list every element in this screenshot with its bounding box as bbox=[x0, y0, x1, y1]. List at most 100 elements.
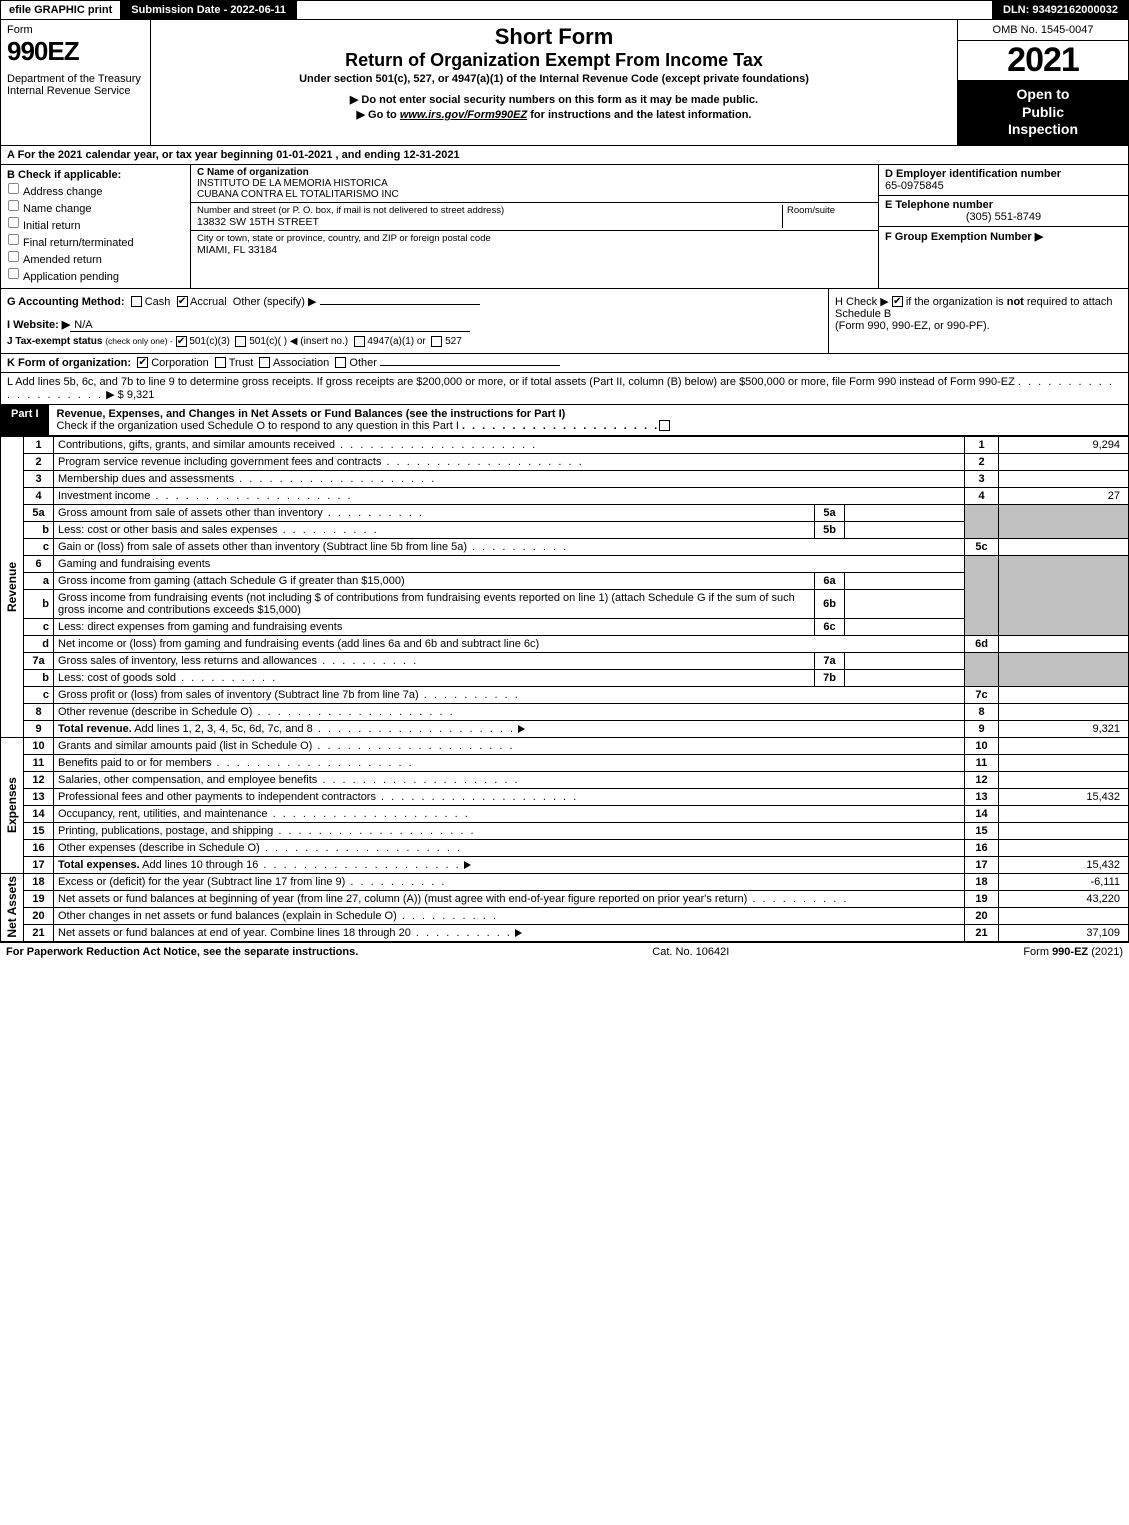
part-i-tag: Part I bbox=[1, 405, 49, 435]
e-label: E Telephone number bbox=[885, 199, 1122, 211]
org-name-2: CUBANA CONTRA EL TOTALITARISMO INC bbox=[197, 189, 872, 200]
dept-irs: Internal Revenue Service bbox=[7, 85, 144, 97]
row-a: A For the 2021 calendar year, or tax yea… bbox=[0, 146, 1129, 165]
val-7b bbox=[845, 669, 965, 686]
block-b-to-f: B Check if applicable: Address change Na… bbox=[0, 165, 1129, 289]
arrow-icon bbox=[464, 861, 471, 869]
side-expenses: Expenses bbox=[1, 737, 24, 873]
val-5a bbox=[845, 504, 965, 521]
lines-table: Revenue 1 Contributions, gifts, grants, … bbox=[0, 436, 1129, 942]
g-accrual-chk[interactable]: ✔ bbox=[177, 296, 188, 307]
amt-2 bbox=[999, 453, 1129, 470]
subtitle-1: Under section 501(c), 527, or 4947(a)(1)… bbox=[159, 73, 949, 85]
k-other-line[interactable] bbox=[380, 365, 560, 366]
d-label: D Employer identification number bbox=[885, 168, 1122, 180]
col-de: D Employer identification number 65-0975… bbox=[878, 165, 1128, 288]
h-chk[interactable]: ✔ bbox=[892, 296, 903, 307]
f-cell: F Group Exemption Number ▶ bbox=[879, 227, 1128, 246]
part-i-chk[interactable] bbox=[659, 420, 670, 431]
amt-16 bbox=[999, 839, 1129, 856]
k-other-chk[interactable] bbox=[335, 357, 346, 368]
open3: Inspection bbox=[962, 121, 1124, 139]
chk-final[interactable]: Final return/terminated bbox=[7, 233, 184, 249]
part-i-check: Check if the organization used Schedule … bbox=[57, 420, 459, 432]
amt-6d bbox=[999, 635, 1129, 652]
footer: For Paperwork Reduction Act Notice, see … bbox=[0, 942, 1129, 961]
val-5b bbox=[845, 521, 965, 538]
val-6a bbox=[845, 572, 965, 589]
j-501c-chk[interactable] bbox=[235, 336, 246, 347]
title-short-form: Short Form bbox=[159, 24, 949, 50]
omb-number: OMB No. 1545-0047 bbox=[958, 20, 1128, 41]
org-name-1: INSTITUTO DE LA MEMORIA HISTORICA bbox=[197, 178, 872, 189]
amt-17: 15,432 bbox=[999, 856, 1129, 873]
footer-left: For Paperwork Reduction Act Notice, see … bbox=[6, 946, 358, 958]
col-b: B Check if applicable: Address change Na… bbox=[1, 165, 191, 288]
k-corp-chk[interactable]: ✔ bbox=[137, 357, 148, 368]
g-cash-chk[interactable] bbox=[131, 296, 142, 307]
submission-date: Submission Date - 2022-06-11 bbox=[121, 1, 297, 19]
header-left: Form 990EZ Department of the Treasury In… bbox=[1, 20, 151, 145]
l-amount: ▶ $ 9,321 bbox=[106, 389, 154, 401]
amt-21: 37,109 bbox=[999, 924, 1129, 941]
g-label: G Accounting Method: bbox=[7, 296, 125, 308]
f-label: F Group Exemption Number ▶ bbox=[885, 231, 1043, 243]
g-row: G Accounting Method: Cash ✔ Accrual Othe… bbox=[7, 295, 822, 308]
website-value: N/A bbox=[70, 319, 470, 332]
amt-15 bbox=[999, 822, 1129, 839]
j-4947-chk[interactable] bbox=[354, 336, 365, 347]
subtitle-3: ▶ Go to www.irs.gov/Form990EZ for instru… bbox=[159, 108, 949, 121]
val-7a bbox=[845, 652, 965, 669]
city-label: City or town, state or province, country… bbox=[197, 233, 872, 244]
chk-name[interactable]: Name change bbox=[7, 199, 184, 215]
amt-4: 27 bbox=[999, 487, 1129, 504]
header-center: Short Form Return of Organization Exempt… bbox=[151, 20, 958, 145]
amt-12 bbox=[999, 771, 1129, 788]
k-assoc-chk[interactable] bbox=[259, 357, 270, 368]
e-cell: E Telephone number (305) 551-8749 bbox=[879, 196, 1128, 227]
h-text3: (Form 990, 990-EZ, or 990-PF). bbox=[835, 320, 990, 332]
subtitle-2: ▶ Do not enter social security numbers o… bbox=[159, 93, 949, 106]
sub3-pre: ▶ Go to bbox=[357, 109, 400, 121]
j-501c3-chk[interactable]: ✔ bbox=[176, 336, 187, 347]
amt-3 bbox=[999, 470, 1129, 487]
side-netassets: Net Assets bbox=[1, 873, 24, 941]
room-label: Room/suite bbox=[782, 205, 872, 228]
b-label: B Check if applicable: bbox=[7, 169, 184, 181]
d-cell: D Employer identification number 65-0975… bbox=[879, 165, 1128, 196]
ghi-left: G Accounting Method: Cash ✔ Accrual Othe… bbox=[1, 289, 828, 353]
efile-label[interactable]: efile GRAPHIC print bbox=[1, 1, 121, 19]
city: MIAMI, FL 33184 bbox=[197, 244, 872, 256]
phone: (305) 551-8749 bbox=[885, 211, 1122, 223]
amt-1: 9,294 bbox=[999, 436, 1129, 453]
amt-11 bbox=[999, 754, 1129, 771]
dln-label: DLN: 93492162000032 bbox=[993, 1, 1128, 19]
open-public: Open to Public Inspection bbox=[958, 80, 1128, 145]
part-i-header: Part I Revenue, Expenses, and Changes in… bbox=[0, 405, 1129, 436]
part-i-title: Revenue, Expenses, and Changes in Net As… bbox=[49, 405, 679, 435]
irs-link[interactable]: www.irs.gov/Form990EZ bbox=[400, 109, 527, 121]
chk-amended[interactable]: Amended return bbox=[7, 250, 184, 266]
footer-mid: Cat. No. 10642I bbox=[652, 946, 729, 958]
amt-8 bbox=[999, 703, 1129, 720]
amt-19: 43,220 bbox=[999, 890, 1129, 907]
chk-pending[interactable]: Application pending bbox=[7, 267, 184, 283]
amt-5c bbox=[999, 538, 1129, 555]
c-city-cell: City or town, state or province, country… bbox=[191, 231, 878, 258]
c-label: C Name of organization bbox=[197, 167, 872, 178]
top-spacer bbox=[297, 1, 993, 19]
j-row: J Tax-exempt status (check only one) - ✔… bbox=[7, 336, 822, 347]
amt-14 bbox=[999, 805, 1129, 822]
footer-right: Form 990-EZ (2021) bbox=[1023, 946, 1123, 958]
block-ghi: G Accounting Method: Cash ✔ Accrual Othe… bbox=[0, 289, 1129, 354]
h-text1: H Check ▶ bbox=[835, 296, 889, 308]
j-527-chk[interactable] bbox=[431, 336, 442, 347]
k-trust-chk[interactable] bbox=[215, 357, 226, 368]
chk-address[interactable]: Address change bbox=[7, 182, 184, 198]
chk-initial[interactable]: Initial return bbox=[7, 216, 184, 232]
g-other-line[interactable] bbox=[320, 304, 480, 305]
l-text: L Add lines 5b, 6c, and 7b to line 9 to … bbox=[7, 376, 1015, 388]
ein: 65-0975845 bbox=[885, 180, 1122, 192]
arrow-icon bbox=[515, 929, 522, 937]
h-box: H Check ▶ ✔ if the organization is not r… bbox=[828, 289, 1128, 353]
